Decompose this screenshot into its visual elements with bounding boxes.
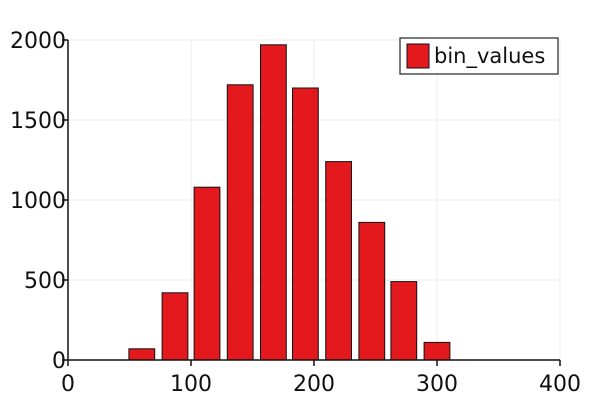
x-tick-label-2: 200 xyxy=(293,372,335,397)
x-tick-label-3: 300 xyxy=(416,372,458,397)
y-tick-label-2: 1000 xyxy=(10,189,66,214)
bar-3 xyxy=(226,84,254,361)
bar-0 xyxy=(128,348,156,361)
x-tick-label-4: 400 xyxy=(539,372,581,397)
bar-5 xyxy=(292,87,319,361)
bar-1 xyxy=(161,292,189,361)
y-tick-labels: 0 500 1000 1500 2000 xyxy=(10,29,68,374)
bars xyxy=(128,44,451,361)
bar-9 xyxy=(423,341,451,361)
x-tick-labels: 0 100 200 300 400 xyxy=(61,360,581,397)
bar-4 xyxy=(260,44,287,361)
y-tick-label-1: 500 xyxy=(24,269,66,294)
bar-6 xyxy=(325,161,353,361)
bar-8 xyxy=(390,281,418,361)
legend: bin_values xyxy=(399,37,559,75)
x-tick-label-0: 0 xyxy=(61,372,75,397)
y-tick-label-0: 0 xyxy=(52,349,66,374)
legend-label: bin_values xyxy=(434,44,545,69)
y-tick-label-3: 1500 xyxy=(10,109,66,134)
x-tick-label-1: 100 xyxy=(170,372,212,397)
legend-swatch xyxy=(406,43,430,69)
bar-2 xyxy=(193,186,221,361)
y-tick-label-4: 2000 xyxy=(10,29,66,54)
bar-7 xyxy=(358,221,386,361)
